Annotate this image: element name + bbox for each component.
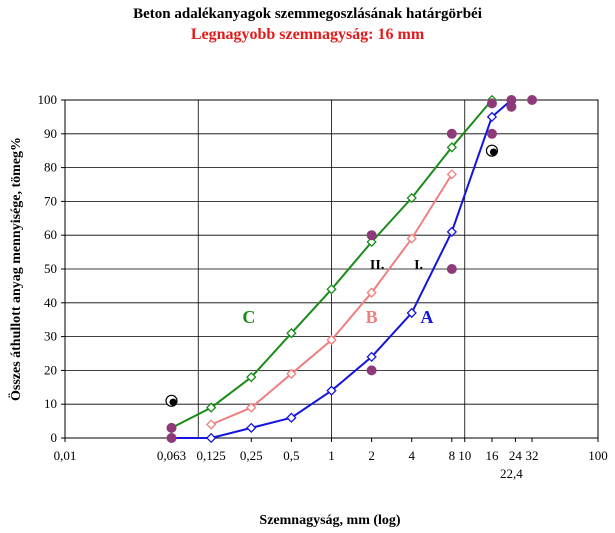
sample-point xyxy=(366,230,377,241)
series-marker-C xyxy=(406,192,417,204)
curve-label: II. xyxy=(370,258,384,273)
y-tick-label: 20 xyxy=(44,362,57,377)
series-marker-A xyxy=(446,226,457,237)
sample-point xyxy=(166,433,177,443)
x-tick-label: 16 xyxy=(485,448,499,463)
x-tick-label: 10 xyxy=(458,448,471,463)
series-marker-A xyxy=(486,111,498,123)
x-tick-label: 0,5 xyxy=(283,448,299,463)
open-point-core xyxy=(489,148,498,156)
series-marker-C xyxy=(286,328,297,339)
series-marker-A xyxy=(286,412,297,423)
series-marker-A xyxy=(246,422,257,434)
series-marker-C xyxy=(446,142,457,153)
series-line-A xyxy=(171,99,513,439)
open-point-core xyxy=(169,398,177,406)
x-axis-label: Szemnagyság, mm (log) xyxy=(259,513,400,528)
x-tick-label: 0,25 xyxy=(240,448,263,463)
series-marker-C xyxy=(206,402,217,413)
sample-point xyxy=(366,365,377,376)
series-marker-B xyxy=(406,233,417,244)
y-tick-label: 90 xyxy=(44,126,57,141)
x-tick-label-extra: 22,4 xyxy=(500,466,523,481)
series-marker-B xyxy=(446,169,457,180)
series-marker-B xyxy=(246,402,257,413)
sample-point xyxy=(506,95,517,105)
curve-label: B xyxy=(366,307,378,327)
sample-point xyxy=(446,264,457,274)
x-tick-label: 1 xyxy=(328,448,335,463)
sample-point xyxy=(486,128,497,139)
x-tick-label: 4 xyxy=(408,448,415,463)
series-marker-C xyxy=(326,284,337,295)
series-marker-B xyxy=(366,287,377,298)
series-marker-C xyxy=(246,371,257,383)
y-tick-label: 30 xyxy=(44,329,57,344)
curve-label: I. xyxy=(414,258,423,273)
y-tick-labels: 0 10 20 30 40 50 60 70 80 90 100 xyxy=(38,92,65,445)
y-tick-label: 70 xyxy=(44,193,57,208)
y-tick-label: 80 xyxy=(44,160,57,175)
y-axis-label: Összes áthullott anyag mennyisége, tömeg… xyxy=(7,137,24,401)
curve-annotations: C B A II. I. xyxy=(242,258,433,327)
y-tick-label: 60 xyxy=(44,227,57,242)
series-marker-B xyxy=(206,419,217,430)
x-tick-label: 2 xyxy=(368,448,375,463)
x-tick-label: 100 xyxy=(588,448,608,463)
x-tick-label: 0,01 xyxy=(54,448,77,463)
series-marker-B xyxy=(286,368,297,379)
x-tick-label: 8 xyxy=(449,448,456,463)
y-tick-label: 50 xyxy=(44,261,57,276)
y-tick-label: 100 xyxy=(38,92,58,107)
sample-point xyxy=(486,98,497,109)
y-tick-label: 0 xyxy=(51,430,58,445)
x-tick-label: 0,063 xyxy=(157,448,186,463)
series-marker-B xyxy=(326,334,337,346)
curve-label: A xyxy=(420,307,433,327)
sample-point xyxy=(527,95,538,105)
y-tick-label: 40 xyxy=(44,295,57,310)
x-tick-label: 0,125 xyxy=(197,448,226,463)
x-tick-label: 32 xyxy=(526,448,539,463)
x-tick-label: 24 xyxy=(509,448,523,463)
curve-label: C xyxy=(242,307,255,327)
series-marker-A xyxy=(406,307,417,319)
series-marker-A xyxy=(326,385,337,396)
y-tick-label: 10 xyxy=(44,396,57,411)
chart-subtitle: Legnagyobb szemnagyság: 16 mm xyxy=(190,26,425,43)
sample-point xyxy=(446,128,457,139)
chart-title: Beton adalékanyagok szemmegoszlásának ha… xyxy=(133,6,482,22)
sample-points xyxy=(165,95,538,443)
series-lines xyxy=(166,94,517,444)
sample-point xyxy=(166,422,177,433)
series-marker-C xyxy=(366,236,377,248)
series-marker-A xyxy=(206,432,217,444)
series-marker-A xyxy=(366,351,377,363)
